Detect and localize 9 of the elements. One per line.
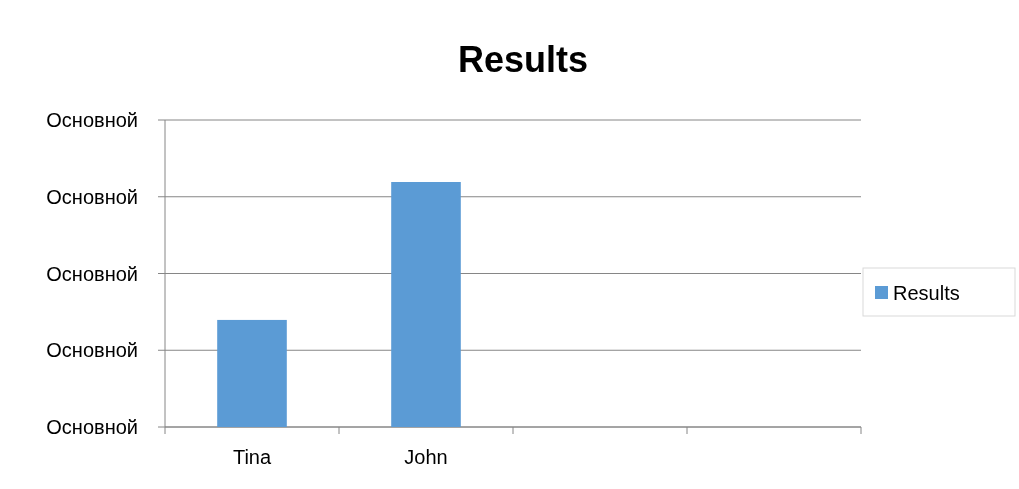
chart-title: Results <box>457 39 589 80</box>
x-tick-label: Tina <box>232 446 272 468</box>
text: Основной <box>46 339 138 362</box>
text: Основной <box>46 262 138 285</box>
text: Основной <box>46 185 138 208</box>
text: Основной <box>46 109 138 131</box>
legend-label: Results <box>893 282 960 304</box>
text: Основной <box>46 416 138 438</box>
x-tick-label: John <box>404 446 448 468</box>
